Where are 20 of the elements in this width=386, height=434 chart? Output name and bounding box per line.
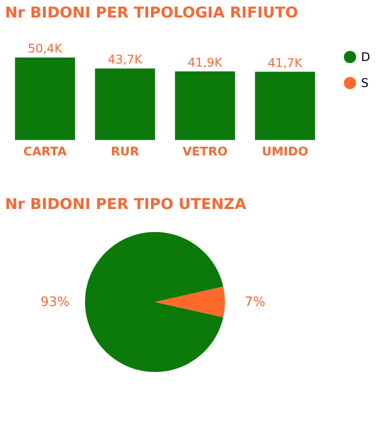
data-label: 41,9K [188, 55, 224, 70]
data-label: 43,7K [108, 52, 144, 66]
pie-slice [155, 286, 225, 318]
text: Nr BIDONI PER TIPO UTENZA [5, 195, 247, 213]
legend-label: D [361, 50, 370, 64]
chart-title: Nr BIDONI PER TIPOLOGIA RIFIUTO [5, 4, 298, 22]
data-label: 7% [244, 294, 266, 310]
data-label: 50,4K [28, 42, 64, 56]
bar [175, 71, 235, 140]
data-label: 41,7K [268, 56, 304, 70]
bar [255, 72, 315, 140]
x-tick-label: VETRO [182, 144, 228, 158]
legend-label: S [361, 76, 369, 90]
x-tick-label: UMIDO [262, 144, 308, 158]
bar [95, 68, 155, 140]
pie-slice [85, 232, 224, 372]
x-tick-label: RUR [110, 144, 140, 158]
x-tick-label: CARTA [23, 144, 68, 158]
data-label: 93% [40, 295, 70, 310]
bar [15, 58, 75, 140]
